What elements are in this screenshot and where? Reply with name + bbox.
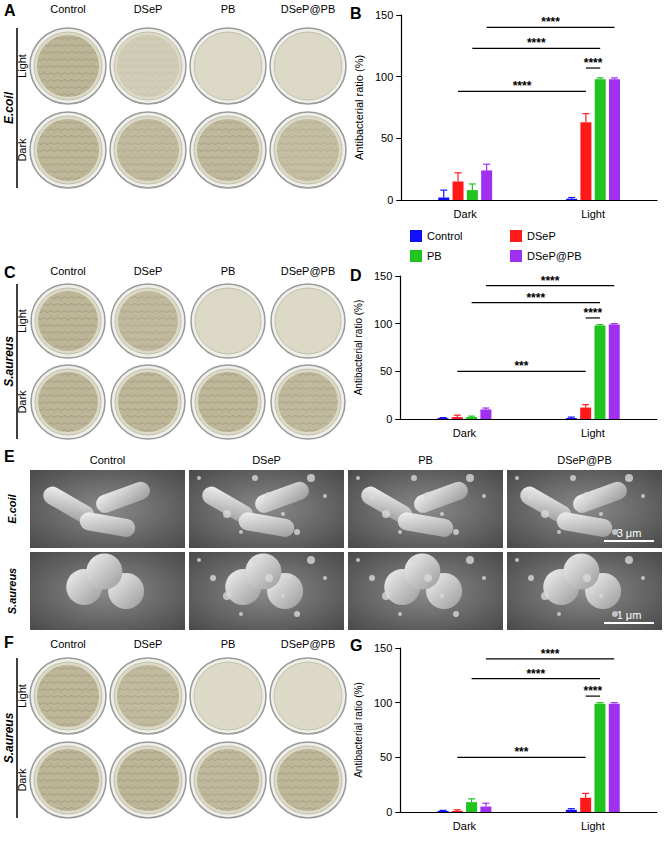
svg-text:3 μm: 3 μm — [617, 527, 642, 539]
svg-text:Light: Light — [16, 54, 28, 78]
svg-text:50: 50 — [380, 751, 392, 763]
svg-text:DSeP: DSeP — [134, 265, 163, 277]
svg-text:Light: Light — [16, 309, 28, 333]
svg-text:****: **** — [541, 647, 560, 661]
svg-text:PB: PB — [221, 638, 236, 650]
svg-text:F: F — [4, 634, 14, 651]
svg-text:50: 50 — [380, 365, 392, 377]
svg-text:Light: Light — [16, 684, 28, 708]
svg-text:E.coil: E.coil — [2, 91, 16, 124]
svg-text:PB: PB — [418, 454, 433, 466]
svg-text:****: **** — [527, 36, 546, 50]
svg-text:DSeP@PB: DSeP@PB — [281, 638, 336, 650]
svg-text:***: *** — [514, 745, 528, 759]
svg-text:0: 0 — [386, 806, 392, 818]
svg-text:150: 150 — [374, 270, 392, 282]
svg-text:Dark: Dark — [16, 768, 28, 792]
svg-text:Control: Control — [427, 230, 462, 242]
svg-text:****: **** — [513, 79, 532, 93]
svg-text:Dark: Dark — [454, 208, 478, 220]
svg-text:Antibacterial ratio (%): Antibacterial ratio (%) — [353, 682, 364, 778]
svg-text:DSeP: DSeP — [252, 454, 281, 466]
svg-text:S.aureus: S.aureus — [2, 336, 16, 387]
svg-text:Dark: Dark — [16, 390, 28, 414]
svg-text:E.coil: E.coil — [6, 493, 18, 523]
svg-text:C: C — [4, 264, 16, 281]
svg-text:S.aureus: S.aureus — [6, 568, 18, 614]
svg-text:****: **** — [583, 684, 602, 698]
svg-text:****: **** — [541, 274, 560, 288]
svg-text:DSeP@PB: DSeP@PB — [281, 265, 336, 277]
svg-text:S.aureus: S.aureus — [2, 712, 16, 763]
svg-text:****: **** — [541, 15, 560, 29]
svg-text:Control: Control — [90, 454, 125, 466]
svg-text:Light: Light — [581, 427, 605, 439]
svg-text:****: **** — [526, 291, 545, 305]
svg-text:Control: Control — [50, 265, 85, 277]
svg-text:D: D — [350, 267, 362, 284]
svg-text:G: G — [350, 637, 362, 654]
svg-text:100: 100 — [374, 697, 392, 709]
svg-text:DSeP@PB: DSeP@PB — [281, 3, 336, 15]
svg-text:DSeP: DSeP — [134, 638, 163, 650]
svg-text:Dark: Dark — [453, 427, 477, 439]
svg-text:DSeP: DSeP — [134, 3, 163, 15]
svg-text:150: 150 — [374, 642, 392, 654]
svg-text:****: **** — [526, 667, 545, 681]
svg-text:DSeP@PB: DSeP@PB — [557, 454, 612, 466]
svg-text:****: **** — [584, 56, 603, 70]
svg-text:PB: PB — [427, 250, 442, 262]
svg-text:0: 0 — [387, 194, 393, 206]
svg-text:Light: Light — [581, 820, 605, 832]
svg-text:DSeP: DSeP — [527, 230, 556, 242]
svg-text:PB: PB — [221, 3, 236, 15]
svg-text:100: 100 — [374, 318, 392, 330]
svg-text:***: *** — [514, 359, 528, 373]
svg-text:DSeP@PB: DSeP@PB — [527, 250, 582, 262]
svg-text:100: 100 — [375, 71, 393, 83]
svg-text:Dark: Dark — [16, 138, 28, 162]
svg-text:Control: Control — [50, 3, 85, 15]
svg-text:150: 150 — [375, 9, 393, 21]
svg-text:A: A — [4, 2, 16, 19]
svg-text:****: **** — [583, 306, 602, 320]
svg-text:50: 50 — [381, 132, 393, 144]
svg-text:0: 0 — [386, 413, 392, 425]
svg-text:Dark: Dark — [453, 820, 477, 832]
svg-text:Control: Control — [50, 638, 85, 650]
svg-text:1 μm: 1 μm — [617, 609, 642, 621]
svg-text:B: B — [350, 5, 362, 22]
svg-text:Light: Light — [581, 208, 605, 220]
svg-text:Antibacterial ratio (%): Antibacterial ratio (%) — [353, 300, 364, 396]
svg-text:Antibacterial ratio (%): Antibacterial ratio (%) — [353, 55, 365, 160]
svg-text:PB: PB — [221, 265, 236, 277]
svg-text:E: E — [4, 448, 15, 465]
